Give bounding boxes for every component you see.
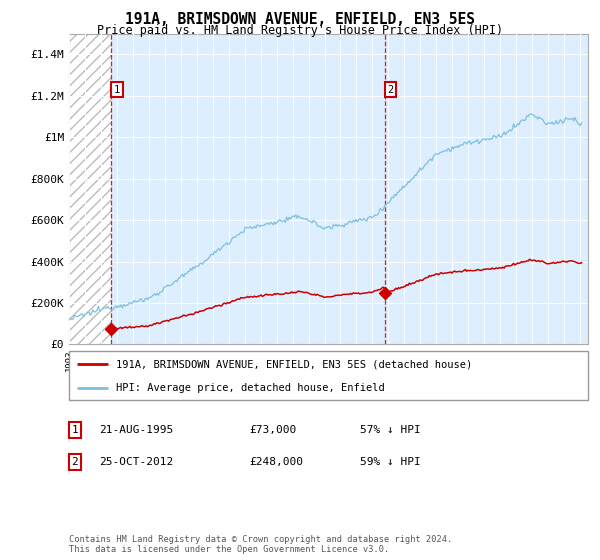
Bar xyxy=(69,34,112,344)
Text: HPI: Average price, detached house, Enfield: HPI: Average price, detached house, Enfi… xyxy=(116,383,385,393)
Text: 2: 2 xyxy=(388,85,394,95)
FancyBboxPatch shape xyxy=(69,351,588,400)
Text: 191A, BRIMSDOWN AVENUE, ENFIELD, EN3 5ES: 191A, BRIMSDOWN AVENUE, ENFIELD, EN3 5ES xyxy=(125,12,475,27)
Text: 191A, BRIMSDOWN AVENUE, ENFIELD, EN3 5ES (detached house): 191A, BRIMSDOWN AVENUE, ENFIELD, EN3 5ES… xyxy=(116,360,472,370)
Text: £248,000: £248,000 xyxy=(249,457,303,467)
Text: Contains HM Land Registry data © Crown copyright and database right 2024.
This d: Contains HM Land Registry data © Crown c… xyxy=(69,535,452,554)
Text: 2: 2 xyxy=(71,457,79,467)
Text: 25-OCT-2012: 25-OCT-2012 xyxy=(99,457,173,467)
Text: 59% ↓ HPI: 59% ↓ HPI xyxy=(360,457,421,467)
Text: 21-AUG-1995: 21-AUG-1995 xyxy=(99,425,173,435)
Text: 1: 1 xyxy=(114,85,120,95)
Text: 1: 1 xyxy=(71,425,79,435)
Text: £73,000: £73,000 xyxy=(249,425,296,435)
Text: Price paid vs. HM Land Registry's House Price Index (HPI): Price paid vs. HM Land Registry's House … xyxy=(97,24,503,36)
Text: 57% ↓ HPI: 57% ↓ HPI xyxy=(360,425,421,435)
